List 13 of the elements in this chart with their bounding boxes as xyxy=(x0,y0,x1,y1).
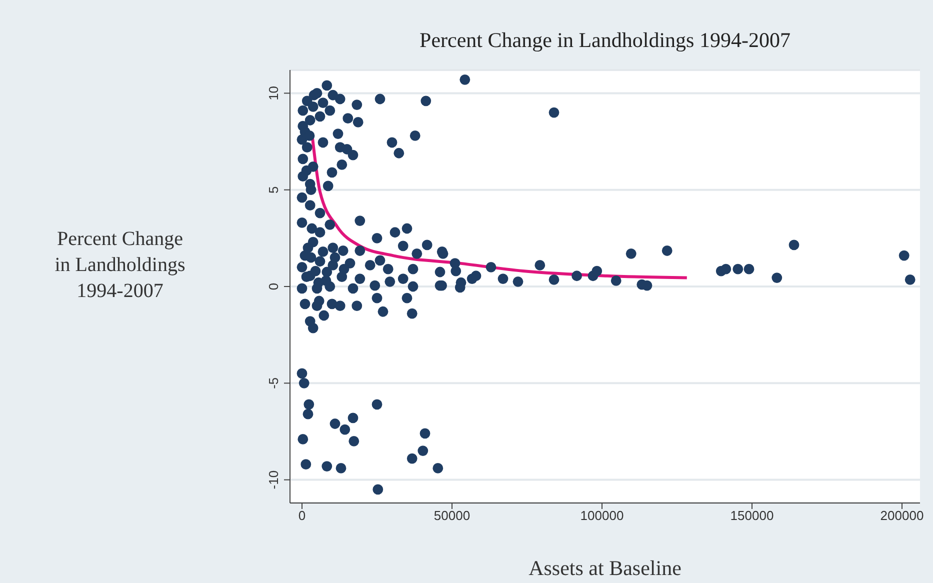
x-tick-label: 200000 xyxy=(880,508,924,524)
y-tick-label: 10 xyxy=(266,86,281,100)
x-axis-title: Assets at Baseline xyxy=(528,556,682,580)
y-tick-label: -10 xyxy=(266,470,281,490)
y-tick-label: 0 xyxy=(266,282,281,290)
chart-title: Percent Change in Landholdings 1994-2007 xyxy=(418,28,792,53)
y-axis-title: Percent Change in Landholdings 1994-2007 xyxy=(54,227,186,304)
x-tick-label: 0 xyxy=(298,508,306,524)
y-tick-label: 5 xyxy=(266,186,281,194)
x-tick-label: 50000 xyxy=(434,508,470,524)
y-tick-label: -5 xyxy=(266,377,281,389)
x-tick-label: 100000 xyxy=(580,508,624,524)
x-tick-label: 150000 xyxy=(730,508,774,524)
